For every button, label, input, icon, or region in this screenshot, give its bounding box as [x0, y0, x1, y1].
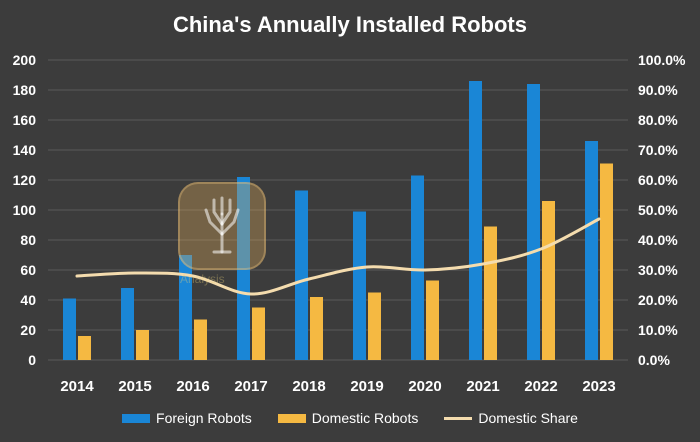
bar-domestic	[310, 297, 323, 360]
y-left-tick-label: 180	[13, 82, 37, 98]
legend-swatch-foreign	[122, 413, 151, 423]
x-tick-label: 2017	[234, 378, 267, 395]
bar-domestic	[368, 292, 381, 360]
bar-domestic	[600, 163, 613, 360]
bar-domestic	[136, 330, 149, 360]
y-right-tick-label: 40.0%	[638, 232, 678, 248]
legend-swatch-domestic	[277, 413, 306, 423]
y-right-tick-label: 80.0%	[638, 112, 678, 128]
y-right-tick-label: 20.0%	[638, 292, 678, 308]
y-left-tick-label: 100	[13, 202, 37, 218]
y-left-tick-label: 200	[13, 52, 37, 68]
x-tick-label: 2018	[292, 378, 325, 395]
legend-item-share: Domestic Share	[444, 410, 578, 426]
y-left-tick-label: 160	[13, 112, 37, 128]
legend-item-foreign: Foreign Robots	[122, 410, 252, 426]
bar-foreign	[585, 141, 598, 360]
bar-domestic	[484, 226, 497, 360]
bar-domestic	[252, 307, 265, 360]
y-right-tick-label: 50.0%	[638, 202, 678, 218]
bar-foreign	[121, 288, 134, 360]
y-left-tick-label: 40	[20, 292, 36, 308]
y-left-tick-label: 60	[20, 262, 36, 278]
y-right-tick-label: 30.0%	[638, 262, 678, 278]
bar-domestic	[194, 319, 207, 360]
y-right-tick-label: 70.0%	[638, 142, 678, 158]
legend-swatch-share	[444, 416, 473, 420]
bar-foreign	[237, 177, 250, 360]
y-left-tick-label: 20	[20, 322, 36, 338]
y-right-tick-label: 60.0%	[638, 172, 678, 188]
bar-foreign	[411, 175, 424, 360]
x-tick-label: 2015	[118, 378, 151, 395]
bar-foreign	[179, 255, 192, 360]
legend-label-share: Domestic Share	[478, 410, 578, 426]
watermark-logo	[178, 182, 266, 270]
y-left-tick-label: 140	[13, 142, 37, 158]
x-tick-label: 2016	[176, 378, 209, 395]
bar-foreign	[353, 211, 366, 360]
x-tick-label: 2022	[524, 378, 557, 395]
legend-item-domestic: Domestic Robots	[277, 410, 419, 426]
x-tick-label: 2021	[466, 378, 499, 395]
x-tick-label: 2014	[60, 378, 94, 395]
chart-title: China's Annually Installed Robots	[172, 12, 527, 37]
line-domestic-share	[75, 217, 601, 296]
legend-label-domestic: Domestic Robots	[311, 410, 419, 426]
y-left-tick-label: 80	[20, 232, 36, 248]
x-tick-label: 2019	[350, 378, 383, 395]
watermark-text: Analysis	[180, 272, 225, 286]
y-right-tick-label: 100.0%	[638, 52, 686, 68]
y-right-tick-label: 90.0%	[638, 82, 678, 98]
y-left-tick-label: 120	[13, 172, 37, 188]
tree-icon	[204, 196, 240, 254]
chart-legend: Foreign Robots Domestic Robots Domestic …	[0, 410, 700, 426]
bar-foreign	[295, 190, 308, 360]
y-left-tick-label: 0	[28, 352, 36, 368]
bar-foreign	[469, 81, 482, 360]
bar-domestic	[426, 280, 439, 360]
x-tick-label: 2020	[408, 378, 441, 395]
bar-domestic	[542, 201, 555, 360]
y-right-tick-label: 10.0%	[638, 322, 678, 338]
y-right-tick-label: 0.0%	[638, 352, 670, 368]
bar-foreign	[527, 84, 540, 360]
legend-label-foreign: Foreign Robots	[156, 410, 252, 426]
bar-domestic	[78, 336, 91, 360]
x-tick-label: 2023	[582, 378, 615, 395]
bar-foreign	[63, 298, 76, 360]
